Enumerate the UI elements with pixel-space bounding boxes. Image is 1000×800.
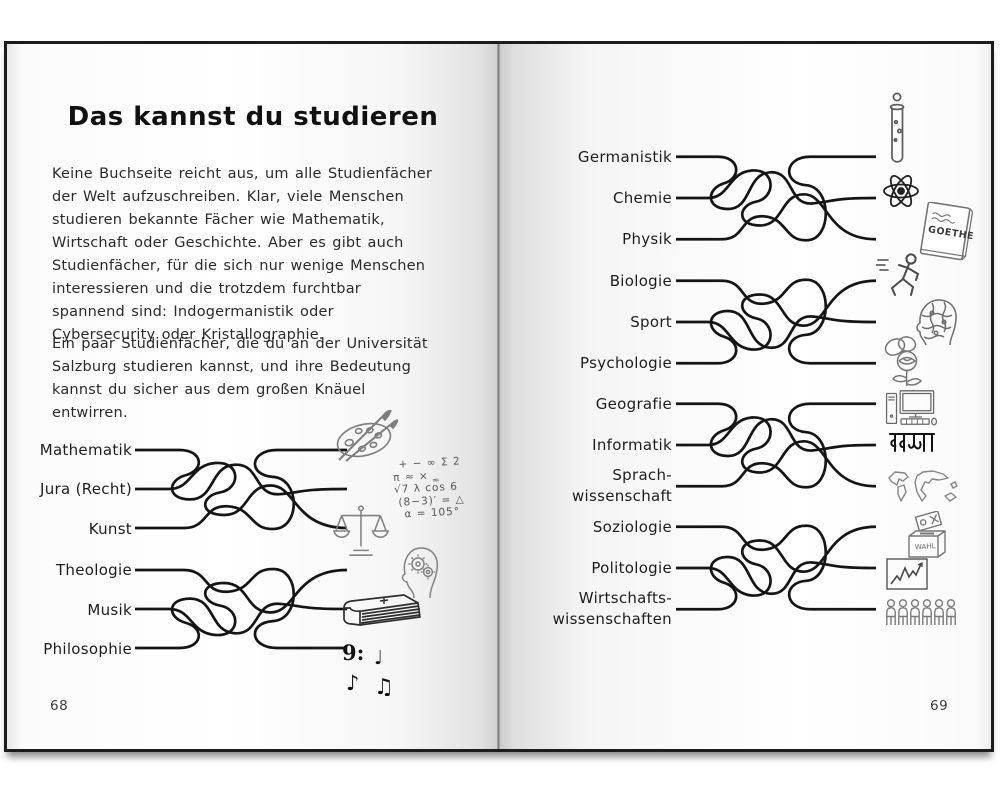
instruction-paragraph: Ein paar Studienfächer, die du an der Un… [52,336,428,421]
music-notes-icon: 9: ♩ ♪ ♫ [342,640,394,696]
devanagari-word-icon [889,433,935,452]
subject-label-physik: Physik [622,230,672,248]
palette-icon [336,410,398,462]
goethe-book-icon: GOETHE [919,202,973,261]
tangle-lines-group3 [676,155,876,242]
subject-label-mathematik: Mathematik [39,441,132,459]
subject-label-germanistik: Germanistik [577,148,672,166]
page-number-right: 69 [930,698,949,714]
scales-of-justice-icon [332,505,390,556]
svg-text:♩: ♩ [374,647,383,669]
test-tube-icon [889,92,905,163]
subject-label-musik: Musik [87,601,132,619]
line-chart-icon [886,558,928,590]
book-spine [497,44,500,749]
subject-label-philosophie: Philosophie [43,640,132,658]
people-group-icon [886,599,956,626]
tangle-lines-group6 [676,524,876,611]
head-with-gears-icon [401,547,439,599]
ballot-box-icon: WAHL [908,511,946,558]
tangle-lines-group2 [135,567,347,650]
svg-text:WAHL: WAHL [915,542,936,551]
subject-label-chemie: Chemie [612,189,672,207]
math-formulas-icon: + − ∞ Σ 2 π ≈ × ‗ √7 λ cos 6 (8−3)′ = △ … [392,455,465,521]
right-page: Germanistik Chemie Physik Biologie Sport… [499,44,991,749]
running-person-icon [876,253,920,296]
svg-text:♪: ♪ [346,671,359,695]
page-title: Das kannst du studieren [67,102,439,132]
tangle-lines-group1 [135,448,347,531]
page-number-left: 68 [50,698,69,714]
desktop-computer-icon [885,390,938,426]
subject-label-geografie: Geografie [595,395,672,413]
subject-label-kunst: Kunst [88,520,132,538]
subject-label-soziologie: Soziologie [592,518,672,536]
world-map-icon [888,470,958,502]
tangle-lines-group5 [676,402,876,489]
subject-label-sprachwissenschaft: Sprach- wissenschaft [571,466,672,505]
subject-label-psychologie: Psychologie [580,354,672,372]
subject-label-biologie: Biologie [609,272,672,290]
left-page: Das kannst du studieren Keine Buchseite … [7,44,499,749]
book-spread: Das kannst du studieren Keine Buchseite … [4,41,994,752]
subject-label-informatik: Informatik [592,436,672,454]
svg-text:♫: ♫ [374,675,394,696]
intro-paragraph: Keine Buchseite reicht aus, um alle Stud… [52,166,433,343]
tangle-lines-group4 [676,278,876,365]
thick-book-icon [343,594,421,626]
subject-label-theologie: Theologie [55,561,132,579]
subject-label-sport: Sport [630,313,672,331]
subject-label-politologie: Politologie [591,559,672,577]
atom-icon [883,175,919,207]
flower-with-butterfly-icon [884,336,923,387]
svg-text:9:: 9: [342,640,364,665]
subject-label-wirtschaftswissenschaften: Wirtschafts- wissenschaften [552,589,672,628]
subject-label-jura: Jura (Recht) [40,480,132,498]
puzzle-head-icon [916,299,957,346]
